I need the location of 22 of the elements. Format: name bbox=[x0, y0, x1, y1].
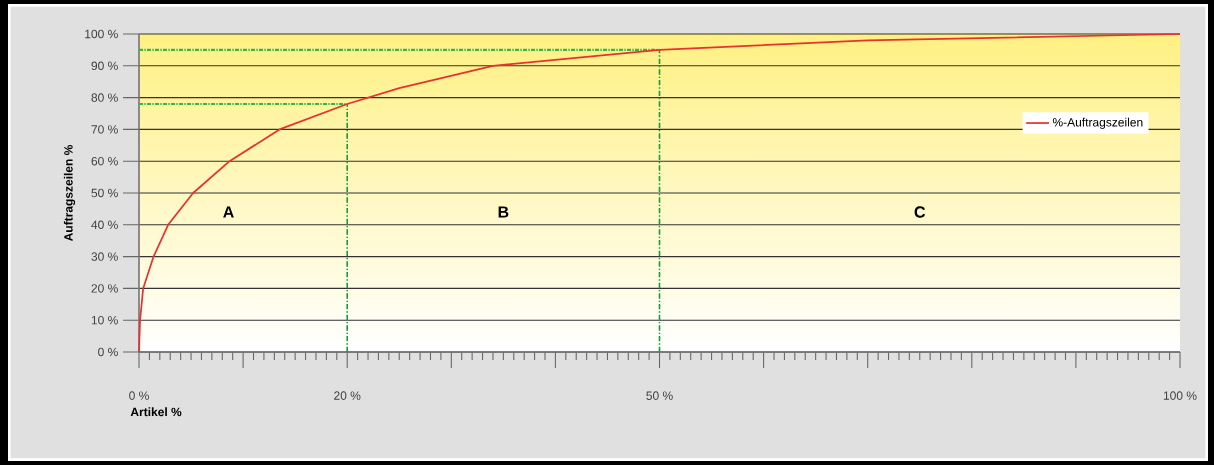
y-tick-label: 20 % bbox=[91, 284, 118, 293]
legend-label: %-Auftragszeilen bbox=[1052, 117, 1143, 129]
y-tick-label: 50 % bbox=[91, 188, 118, 198]
y-tick-label: 10 % bbox=[91, 315, 118, 325]
y-tick-label: 30 % bbox=[91, 252, 118, 261]
annotation: B bbox=[498, 206, 509, 218]
y-tick-label: 0 % bbox=[98, 347, 118, 357]
annotation: A bbox=[223, 206, 234, 218]
x-tick-label: 20 % bbox=[334, 391, 361, 400]
y-axis-title: Auftragszeilen % bbox=[63, 144, 76, 242]
y-tick-label: 70 % bbox=[91, 125, 118, 134]
y-tick-label: 90 % bbox=[91, 61, 118, 71]
y-tick-label: 80 % bbox=[91, 93, 118, 102]
x-axis-title: Artikel % bbox=[130, 407, 182, 417]
y-tick-label: 40 % bbox=[91, 220, 118, 230]
y-tick-label: 60 % bbox=[91, 156, 118, 166]
y-tick-label: 100 % bbox=[85, 29, 118, 39]
annotation: C bbox=[914, 206, 926, 218]
x-tick-label: 0 % bbox=[129, 391, 149, 400]
line-series bbox=[138, 33, 1181, 353]
x-tick-label: 50 % bbox=[646, 391, 673, 400]
x-tick-label: 100 % bbox=[1163, 391, 1197, 400]
